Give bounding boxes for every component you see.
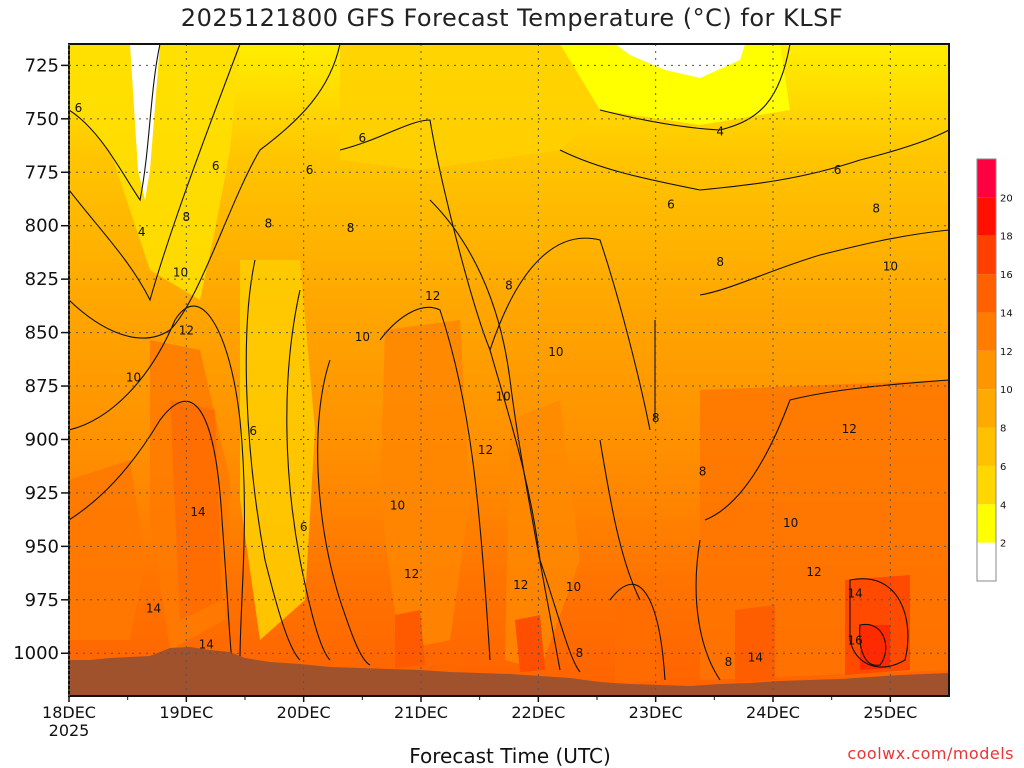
contour-label: 10 — [390, 499, 405, 513]
x-tick-label: 20DEC — [277, 703, 331, 722]
contour-label: 12 — [179, 323, 194, 337]
contour-label: 6 — [359, 131, 367, 145]
contour-label: 8 — [576, 646, 584, 660]
contour-label: 10 — [783, 516, 798, 530]
x-tick-label: 22DEC — [511, 703, 565, 722]
colorbar-frame — [976, 158, 997, 582]
contour-label: 8 — [183, 210, 191, 224]
colorbar-swatch — [977, 235, 996, 275]
colorbar-level-label: 8 — [1000, 424, 1006, 435]
colorbar-swatch — [977, 465, 996, 505]
contour-label: 12 — [425, 289, 440, 303]
colorbar-level-label: 4 — [1000, 500, 1006, 511]
contour-label: 10 — [173, 266, 188, 280]
y-tick-label: 850 — [25, 323, 59, 344]
contour-label: 14 — [146, 601, 161, 615]
contour-label: 14 — [847, 586, 862, 600]
temperature-field — [69, 44, 949, 696]
x-tick-label: 23DEC — [629, 703, 683, 722]
contour-label: 12 — [478, 443, 493, 457]
y-tick-label: 800 — [25, 216, 59, 237]
colorbar-legend: 2 4 6 8 10 12 14 16 18 20 — [976, 158, 1013, 582]
y-tick-label: 900 — [25, 429, 59, 450]
contour-labels: 6 4 8 6 8 6 8 6 10 12 10 6 14 6 14 14 10 10 12 12 12 10 8 10 12 1… — [75, 101, 898, 669]
colorbar-level-label: 18 — [1000, 232, 1013, 243]
y-tick-label: 825 — [25, 269, 59, 290]
contour-label: 4 — [138, 225, 146, 239]
contour-label: 10 — [883, 259, 898, 273]
contour-label: 14 — [199, 638, 214, 652]
contour-label: 6 — [300, 520, 308, 534]
colorbar-level-label: 6 — [1000, 462, 1006, 473]
x-tick-label: 24DEC — [746, 703, 800, 722]
contour-label: 12 — [404, 567, 419, 581]
contour-label: 8 — [347, 221, 355, 235]
credit-link[interactable]: coolwx.com/models — [847, 744, 1014, 763]
y-axis: 725 750 775 800 825 850 875 900 925 950 975 1000 — [13, 55, 69, 664]
x-tick-label: 19DEC — [159, 703, 213, 722]
contour-label: 4 — [716, 125, 724, 139]
colorbar-level-label: 2 — [1000, 539, 1006, 550]
y-tick-label: 925 — [25, 483, 59, 504]
colorbar-level-label: 10 — [1000, 385, 1013, 396]
x-tick-sublabel: 2025 — [49, 721, 90, 740]
contour-label: 14 — [748, 651, 763, 665]
contour-label: 8 — [505, 279, 513, 293]
contour-label: 8 — [265, 217, 273, 231]
x-tick-label: 25DEC — [863, 703, 917, 722]
contour-label: 10 — [548, 345, 563, 359]
contour-label: 6 — [75, 101, 83, 115]
colorbar-swatch — [977, 159, 996, 198]
contour-label: 6 — [212, 159, 220, 173]
y-tick-label: 975 — [25, 590, 59, 611]
y-tick-label: 875 — [25, 376, 59, 397]
x-axis-label: Forecast Time (UTC) — [409, 744, 611, 768]
contour-label: 8 — [725, 655, 733, 669]
contour-label: 10 — [495, 390, 510, 404]
colorbar-swatch — [977, 427, 996, 466]
chart-title: 2025121800 GFS Forecast Temperature (°C)… — [180, 4, 844, 32]
contour-label: 10 — [566, 580, 581, 594]
contour-label: 8 — [872, 202, 880, 216]
contour-label: 6 — [249, 424, 257, 438]
contour-label: 8 — [716, 255, 724, 269]
y-tick-label: 1000 — [13, 643, 59, 664]
contour-label: 12 — [806, 565, 821, 579]
y-tick-label: 725 — [25, 55, 59, 76]
contour-label: 12 — [513, 578, 528, 592]
colorbar-swatch — [977, 542, 996, 581]
colorbar-level-label: 12 — [1000, 347, 1013, 358]
contour-label: 8 — [699, 465, 707, 479]
x-tick-label: 18DEC — [42, 703, 96, 722]
colorbar-swatch — [977, 350, 996, 390]
contour-label: 6 — [306, 163, 314, 177]
contour-label: 8 — [652, 411, 660, 425]
colorbar-level-label: 20 — [1000, 193, 1013, 204]
y-tick-label: 950 — [25, 536, 59, 557]
contour-label: 16 — [847, 633, 862, 647]
contour-label: 10 — [355, 330, 370, 344]
y-tick-label: 750 — [25, 109, 59, 130]
colorbar-level-label: 16 — [1000, 270, 1013, 281]
colorbar-swatch — [977, 274, 996, 313]
colorbar-swatch — [977, 197, 996, 236]
y-tick-label: 775 — [25, 162, 59, 183]
colorbar-swatch — [977, 504, 996, 543]
x-tick-label: 21DEC — [394, 703, 448, 722]
colorbar-swatch — [977, 389, 996, 428]
colorbar-level-label: 14 — [1000, 308, 1013, 319]
contour-label: 12 — [842, 422, 857, 436]
contour-label: 6 — [834, 163, 842, 177]
colorbar-swatch — [977, 312, 996, 351]
contour-label: 10 — [126, 370, 141, 384]
contour-label: 14 — [190, 505, 205, 519]
contour-label: 6 — [667, 197, 675, 211]
